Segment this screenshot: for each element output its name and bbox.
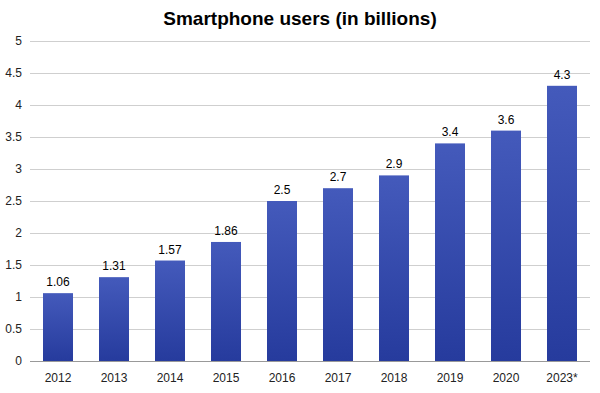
y-tick-label: 0.5: [5, 322, 22, 336]
data-label: 2.5: [274, 183, 291, 197]
data-label: 1.31: [102, 259, 126, 273]
data-label: 1.57: [158, 243, 182, 257]
grid-line: [30, 105, 590, 106]
bar: [491, 131, 521, 361]
x-tick-label: 2019: [437, 371, 464, 385]
x-tick-label: 2012: [45, 371, 72, 385]
x-tick-label: 2014: [157, 371, 184, 385]
bar: [547, 86, 577, 361]
data-label: 2.9: [386, 157, 403, 171]
x-tick-label: 2013: [101, 371, 128, 385]
y-tick-label: 2.5: [5, 194, 22, 208]
bars: [43, 86, 577, 361]
x-tick-label: 2017: [325, 371, 352, 385]
bar: [379, 175, 409, 361]
data-label: 4.3: [554, 68, 571, 82]
y-tick-label: 1.5: [5, 258, 22, 272]
y-tick-label: 4: [15, 98, 22, 112]
y-tick-label: 5: [15, 34, 22, 48]
grid-line: [30, 73, 590, 74]
bar: [323, 188, 353, 361]
y-tick-label: 1: [15, 290, 22, 304]
x-tick-label: 2016: [269, 371, 296, 385]
y-tick-label: 3: [15, 162, 22, 176]
y-tick-label: 4.5: [5, 66, 22, 80]
data-label: 2.7: [330, 170, 347, 184]
data-label: 1.06: [46, 275, 70, 289]
bar: [435, 143, 465, 361]
x-tick-label: 2015: [213, 371, 240, 385]
bar: [43, 293, 73, 361]
y-tick-label: 2: [15, 226, 22, 240]
data-label: 3.6: [498, 113, 515, 127]
bar: [211, 242, 241, 361]
grid-line: [30, 41, 590, 42]
x-tick-label: 2023*: [546, 371, 578, 385]
data-label: 3.4: [442, 125, 459, 139]
x-tick-label: 2018: [381, 371, 408, 385]
chart-svg: Smartphone users (in billions) 0 0.5 1 1.5 2 2…: [0, 0, 600, 393]
bar: [99, 277, 129, 361]
data-label: 1.86: [214, 224, 238, 238]
y-tick-label: 0: [15, 354, 22, 368]
x-tick-label: 2020: [493, 371, 520, 385]
chart-container: Smartphone users (in billions) 0 0.5 1 1.5 2 2…: [0, 0, 600, 393]
chart-title: Smartphone users (in billions): [163, 8, 436, 29]
bar: [155, 261, 185, 361]
y-tick-label: 3.5: [5, 130, 22, 144]
bar: [267, 201, 297, 361]
